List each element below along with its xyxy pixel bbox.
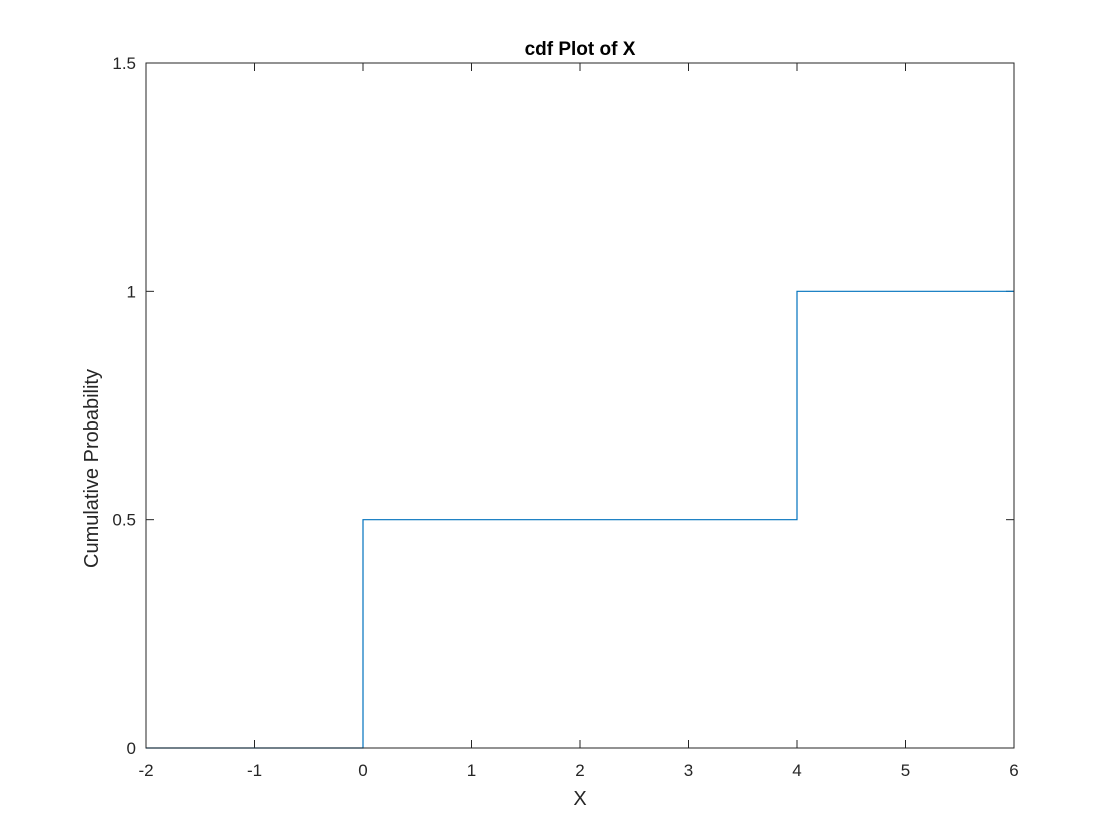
x-tick-label: 0 (358, 761, 367, 780)
x-tick-label: -1 (247, 761, 262, 780)
x-tick-label: 2 (575, 761, 584, 780)
plot-area (146, 63, 1014, 748)
y-tick-label: 1.5 (112, 54, 136, 73)
x-axis-title: X (573, 788, 586, 810)
x-tick-label: 4 (792, 761, 801, 780)
axes-box (145, 62, 1015, 749)
y-tick-label: 0 (127, 739, 136, 758)
x-tick-label: 5 (901, 761, 910, 780)
x-tick-label: 3 (684, 761, 693, 780)
y-tick-label: 0.5 (112, 511, 136, 530)
chart-title: cdf Plot of X (525, 39, 636, 60)
x-tick-label: 6 (1009, 761, 1018, 780)
y-axis-title: Cumulative Probability (81, 369, 103, 568)
tick-labels: -2 -1 0 1 2 3 4 5 6 0 0.5 1 1.5 (112, 54, 1018, 780)
y-tick-label: 1 (127, 282, 136, 301)
x-tick-label: -2 (138, 761, 153, 780)
x-tick-label: 1 (467, 761, 476, 780)
